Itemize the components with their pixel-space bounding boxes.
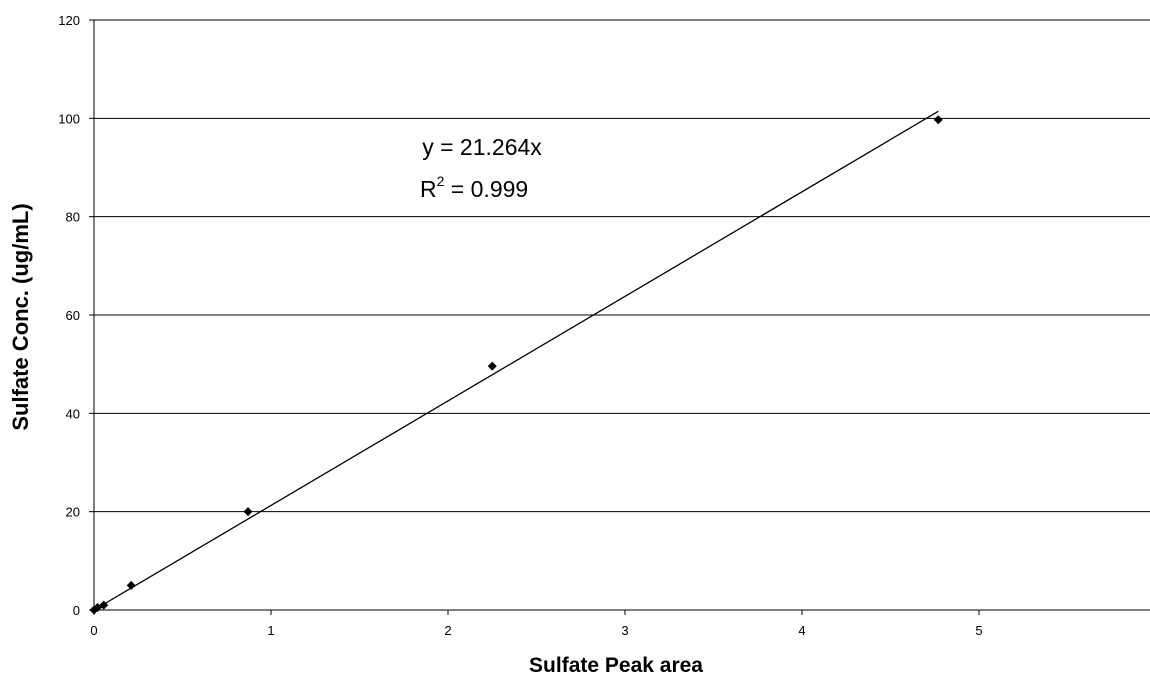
x-tick-label: 3 xyxy=(621,623,628,638)
y-tick-label: 0 xyxy=(73,603,80,618)
y-tick-label: 40 xyxy=(66,406,80,421)
x-tick-label: 4 xyxy=(798,623,805,638)
y-axis-ticks: 0 20 40 60 80 100 120 xyxy=(58,13,94,618)
y-tick-label: 20 xyxy=(66,505,80,520)
x-axis-title: Sulfate Peak area xyxy=(529,654,703,677)
x-tick-label: 5 xyxy=(975,623,982,638)
trendline xyxy=(93,110,939,611)
x-tick-label: 0 xyxy=(90,623,97,638)
trendline-r-squared: R2 = 0.999 xyxy=(420,173,528,202)
data-point xyxy=(487,361,497,371)
y-tick-label: 60 xyxy=(66,308,80,323)
data-point xyxy=(99,600,109,610)
x-tick-label: 2 xyxy=(444,623,451,638)
trendline-equation: y = 21.264x xyxy=(422,134,542,160)
data-point xyxy=(126,580,136,590)
data-points xyxy=(89,115,943,615)
gridlines xyxy=(94,19,1150,513)
r2-prefix: R xyxy=(420,176,437,202)
y-tick-label: 100 xyxy=(58,111,80,126)
data-point xyxy=(933,115,943,125)
data-point xyxy=(243,507,253,517)
y-tick-label: 120 xyxy=(58,13,80,28)
r2-value: = 0.999 xyxy=(444,176,528,202)
r2-superscript: 2 xyxy=(437,173,445,189)
y-tick-label: 80 xyxy=(66,210,80,225)
x-axis-ticks: 0 1 2 3 4 5 xyxy=(90,610,983,638)
x-tick-label: 1 xyxy=(267,623,274,638)
y-axis-title: Sulfate Conc. (ug/mL) xyxy=(8,203,33,430)
